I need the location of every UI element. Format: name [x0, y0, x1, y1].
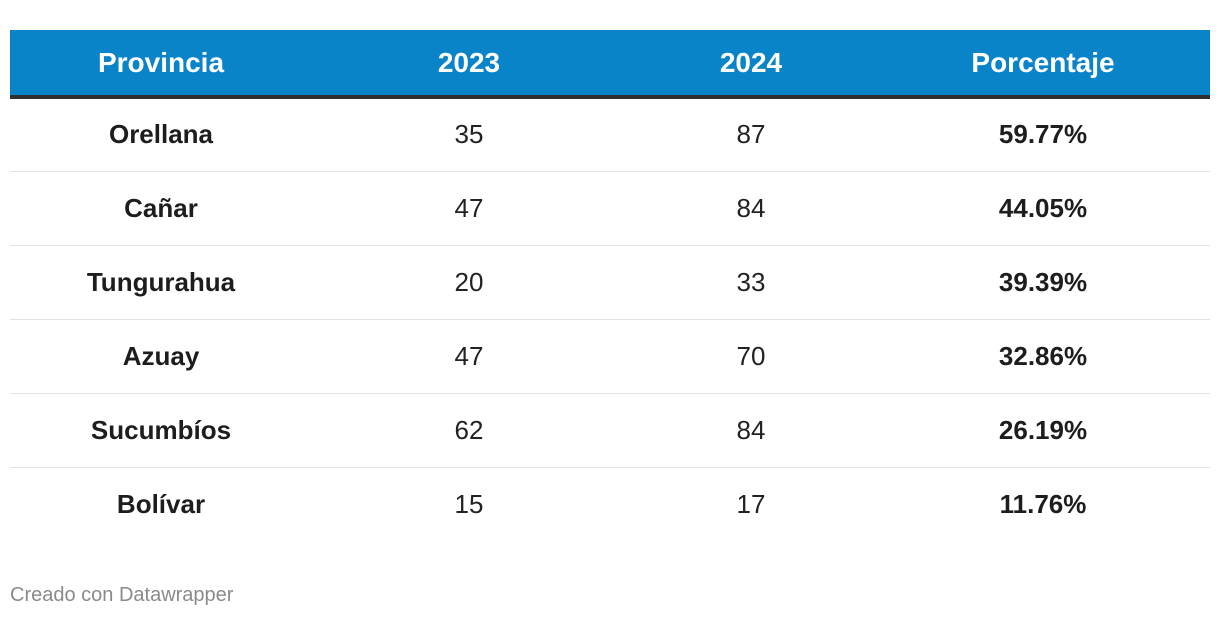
cell-2024: 70 — [626, 319, 876, 394]
cell-provincia: Bolívar — [116, 488, 206, 519]
table-body: Orellana 35 87 59.77% Cañar 47 84 44.05%… — [10, 97, 1210, 541]
column-header-2023[interactable]: 2023 — [312, 30, 626, 99]
cell-provincia: Tungurahua — [10, 245, 312, 320]
table-row: Cañar 47 84 44.05% — [10, 171, 1210, 246]
table-row: Azuay 47 70 32.86% — [10, 319, 1210, 394]
cell-2023: 47 — [312, 319, 626, 394]
cell-provincia: Sucumbíos — [10, 393, 312, 468]
data-table: Provincia 2023 2024 Porcentaje Orellana … — [10, 30, 1210, 541]
data-table-container: Provincia 2023 2024 Porcentaje Orellana … — [10, 30, 1210, 541]
cell-porcentaje: 39.39% — [876, 245, 1210, 320]
cell-2023: 47 — [312, 171, 626, 246]
cell-porcentaje: 32.86% — [876, 319, 1210, 394]
cell-2023: 20 — [312, 245, 626, 320]
cell-provincia: Cañar — [10, 171, 312, 246]
cell-2023: 15 — [454, 488, 484, 519]
table-row: Orellana 35 87 59.77% — [10, 97, 1210, 172]
cell-porcentaje: 11.76% — [999, 488, 1087, 519]
cell-porcentaje: 44.05% — [876, 171, 1210, 246]
header-row: Provincia 2023 2024 Porcentaje — [10, 30, 1210, 99]
table-header: Provincia 2023 2024 Porcentaje — [10, 30, 1210, 99]
cell-2024: 84 — [626, 393, 876, 468]
column-header-porcentaje[interactable]: Porcentaje — [876, 30, 1210, 99]
footer-credit[interactable]: Creado con Datawrapper — [10, 584, 234, 606]
cell-porcentaje: 59.77% — [876, 97, 1210, 172]
table-row: Tungurahua 20 33 39.39% — [10, 245, 1210, 320]
cell-2023: 35 — [312, 97, 626, 172]
cell-2024: 17 — [736, 488, 766, 519]
cell-provincia: Azuay — [10, 319, 312, 394]
cell-2024: 87 — [626, 97, 876, 172]
cell-2024: 33 — [626, 245, 876, 320]
cell-2024: 84 — [626, 171, 876, 246]
column-header-provincia[interactable]: Provincia — [10, 30, 312, 99]
cell-porcentaje: 26.19% — [876, 393, 1210, 468]
cell-provincia: Orellana — [10, 97, 312, 172]
table-row: Sucumbíos 62 84 26.19% — [10, 393, 1210, 468]
table-row: Bolívar 15 17 11.76% — [10, 467, 1210, 541]
column-header-2024[interactable]: 2024 — [626, 30, 876, 99]
cell-2023: 62 — [312, 393, 626, 468]
